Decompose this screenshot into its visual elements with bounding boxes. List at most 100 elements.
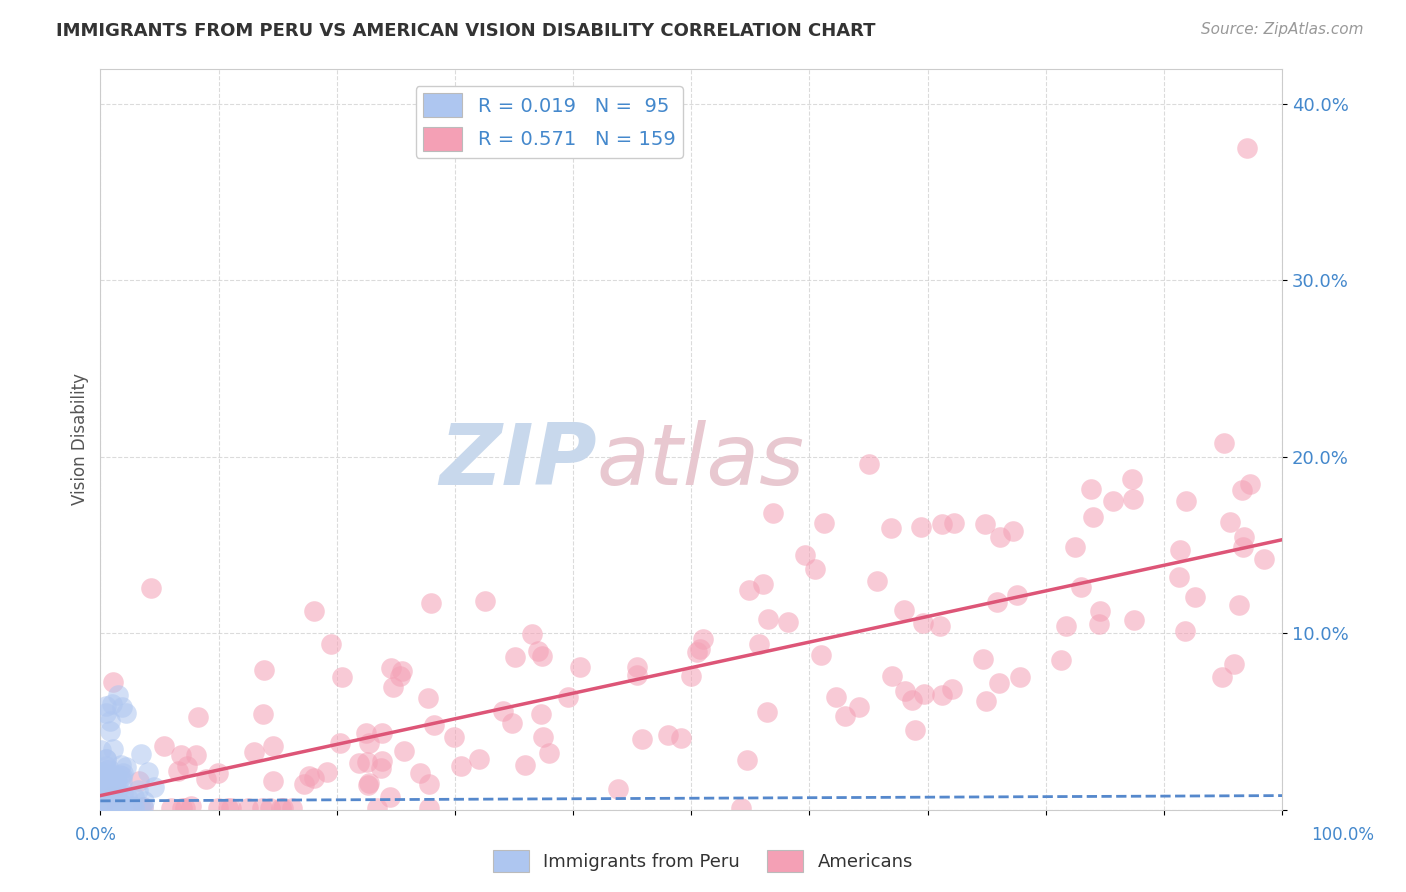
Point <box>443 731 465 745</box>
Point <box>139 581 162 595</box>
Point <box>90 765 112 780</box>
Point <box>176 759 198 773</box>
Point <box>1232 541 1254 555</box>
Point <box>107 799 129 814</box>
Point <box>538 746 561 760</box>
Point <box>1081 510 1104 524</box>
Point <box>748 637 770 651</box>
Point <box>98 724 121 739</box>
Point <box>1123 613 1146 627</box>
Point <box>111 700 134 714</box>
Point <box>319 637 342 651</box>
Point <box>1236 141 1258 155</box>
Point <box>97 776 120 790</box>
Point <box>762 506 785 520</box>
Point <box>931 688 953 702</box>
Point <box>100 784 122 798</box>
Point <box>101 798 124 813</box>
Point <box>904 723 927 738</box>
Point <box>569 660 592 674</box>
Text: 0.0%: 0.0% <box>75 826 117 844</box>
Point <box>371 726 394 740</box>
Point <box>207 801 229 815</box>
Point <box>105 771 128 785</box>
Point <box>669 731 692 745</box>
Point <box>686 645 709 659</box>
Point <box>107 777 129 791</box>
Point <box>973 516 995 531</box>
Point <box>96 780 118 794</box>
Point <box>357 775 380 789</box>
Point <box>1002 524 1025 539</box>
Point <box>756 612 779 626</box>
Point <box>131 801 153 815</box>
Point <box>91 797 114 812</box>
Point <box>420 596 443 610</box>
Point <box>93 797 115 812</box>
Point <box>93 802 115 816</box>
Point <box>98 714 121 729</box>
Point <box>1219 515 1241 529</box>
Point <box>626 660 648 674</box>
Point <box>880 521 903 535</box>
Point <box>931 517 953 532</box>
Point <box>101 674 124 689</box>
Point <box>557 690 579 704</box>
Point <box>492 704 515 718</box>
Point <box>1168 543 1191 558</box>
Point <box>366 801 388 815</box>
Point <box>450 759 472 773</box>
Point <box>252 801 274 815</box>
Point <box>93 802 115 816</box>
Legend: R = 0.019   N =  95, R = 0.571   N = 159: R = 0.019 N = 95, R = 0.571 N = 159 <box>416 86 683 159</box>
Point <box>501 715 523 730</box>
Point <box>94 802 117 816</box>
Point <box>380 790 402 805</box>
Point <box>1175 493 1198 508</box>
Point <box>1239 477 1261 491</box>
Point <box>98 802 121 816</box>
Point <box>813 516 835 530</box>
Point <box>96 751 118 765</box>
Point <box>97 786 120 800</box>
Point <box>941 681 963 696</box>
Point <box>90 787 112 801</box>
Point <box>1054 619 1077 633</box>
Point <box>356 756 378 770</box>
Point <box>184 748 207 763</box>
Point <box>153 739 176 754</box>
Point <box>98 762 121 776</box>
Point <box>1122 491 1144 506</box>
Point <box>1121 472 1143 486</box>
Point <box>94 752 117 766</box>
Point <box>987 675 1010 690</box>
Point <box>97 803 120 817</box>
Point <box>104 793 127 807</box>
Point <box>824 690 846 704</box>
Point <box>467 752 489 766</box>
Point <box>976 694 998 708</box>
Point <box>90 789 112 803</box>
Point <box>423 718 446 732</box>
Point <box>626 668 648 682</box>
Point <box>108 798 131 813</box>
Point <box>132 799 155 814</box>
Point <box>108 768 131 782</box>
Point <box>97 799 120 814</box>
Point <box>893 603 915 617</box>
Point <box>131 747 153 762</box>
Point <box>105 799 128 814</box>
Point <box>170 747 193 762</box>
Point <box>1005 588 1028 602</box>
Point <box>943 516 966 530</box>
Point <box>692 632 714 647</box>
Point <box>893 683 915 698</box>
Point <box>522 627 544 641</box>
Point <box>187 710 209 724</box>
Point <box>253 663 276 677</box>
Point <box>101 797 124 811</box>
Point <box>93 801 115 815</box>
Point <box>207 766 229 780</box>
Point <box>259 801 281 815</box>
Point <box>880 669 903 683</box>
